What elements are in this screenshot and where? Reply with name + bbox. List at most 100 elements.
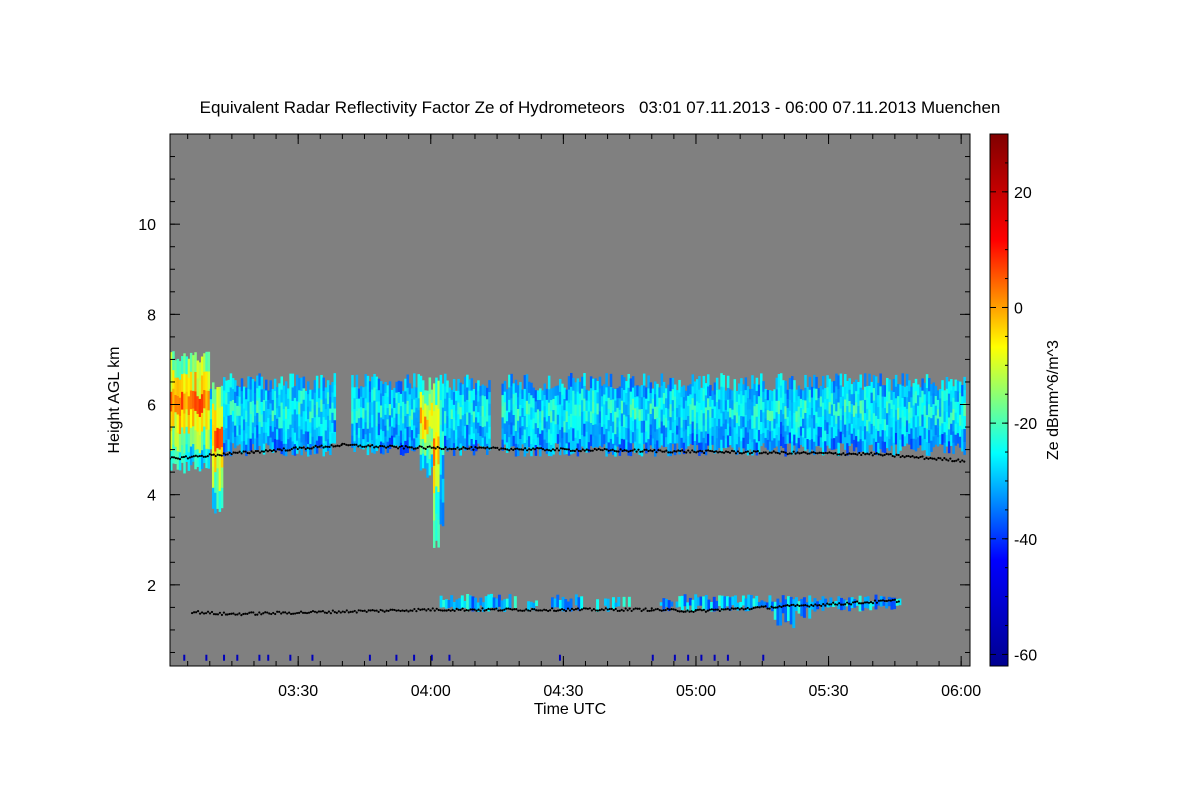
cloud-base-dot xyxy=(939,457,942,460)
cloud-cell xyxy=(519,427,522,440)
cloud-cell xyxy=(470,378,474,391)
cloud-cell xyxy=(399,393,403,407)
cloud-cell xyxy=(592,413,595,425)
cloud-base-dot xyxy=(834,451,837,455)
cloud-base-dot xyxy=(258,451,262,454)
cloud-cell xyxy=(448,417,451,429)
cloud-cell xyxy=(375,413,379,427)
cloud-cell xyxy=(477,390,480,402)
cloud-base-dot xyxy=(353,443,356,446)
cloud-cell xyxy=(521,407,524,418)
cloud-cell xyxy=(379,441,383,454)
cloud-cell xyxy=(905,396,909,409)
cloud-cell xyxy=(660,385,664,398)
cloud-cell xyxy=(406,374,409,388)
cloud-cell xyxy=(404,415,407,429)
cloud-base-dot xyxy=(750,451,753,454)
cloud-cell xyxy=(598,399,602,412)
cloud-cell xyxy=(720,439,723,454)
cloud-cell xyxy=(846,405,849,419)
cloud-cell xyxy=(353,408,356,420)
cloud-base-dot xyxy=(323,611,327,614)
cloud-base-dot xyxy=(582,607,586,610)
cloud-cell xyxy=(459,382,463,396)
cloud-cell xyxy=(530,394,533,408)
cloud-base-dot xyxy=(691,449,694,452)
cloud-cell xyxy=(636,439,639,451)
cloud-cell xyxy=(762,412,765,423)
cloud-cell xyxy=(611,410,615,422)
cloud-cell xyxy=(413,425,416,439)
cloud-cell xyxy=(740,390,743,404)
cloud-cell xyxy=(682,419,686,432)
cloud-cell xyxy=(267,435,270,446)
cloud-cell xyxy=(954,379,958,391)
cloud-cell xyxy=(298,378,301,391)
cloud-cell xyxy=(947,393,951,406)
cloud-cell xyxy=(227,391,230,404)
cloud-cell xyxy=(892,391,896,405)
cloud-base-dot xyxy=(660,609,663,612)
cloud-base-dot xyxy=(784,451,787,454)
cloud-cell xyxy=(565,421,569,433)
cloud-cell xyxy=(771,440,774,451)
cloud-cell xyxy=(930,440,933,452)
cloud-cell xyxy=(481,426,485,438)
cloud-cell xyxy=(271,420,275,432)
cloud-cell xyxy=(736,602,740,611)
cloud-cell xyxy=(682,431,686,443)
cloud-cell xyxy=(645,420,648,432)
cloud-base-dot xyxy=(347,611,350,614)
cloud-cell xyxy=(408,404,412,416)
cloud-base-dot xyxy=(208,612,212,615)
cloud-cell xyxy=(611,399,615,411)
cloud-base-dot xyxy=(498,448,501,451)
cloud-cell xyxy=(662,403,666,415)
cloud-cell xyxy=(382,442,385,455)
cloud-cell xyxy=(863,386,867,400)
cloud-cell xyxy=(925,441,929,456)
cloud-cell xyxy=(916,426,920,438)
cloud-cell xyxy=(614,400,617,412)
cloud-cell xyxy=(386,396,390,409)
cloud-cell xyxy=(523,442,527,457)
cloud-base-dot xyxy=(828,603,831,606)
cloud-cell xyxy=(585,441,588,453)
cloud-cell xyxy=(426,448,429,464)
cloud-cell xyxy=(848,389,851,402)
cloud-cell xyxy=(921,438,924,451)
cloud-cell xyxy=(737,415,741,427)
cloud-cell xyxy=(623,426,626,440)
cloud-cell xyxy=(318,407,321,418)
cloud-cell xyxy=(435,513,438,541)
cloud-cell xyxy=(395,413,398,425)
cloud-cell xyxy=(395,392,398,404)
cloud-cell xyxy=(280,402,284,416)
cloud-cell xyxy=(782,391,785,403)
cloud-cell xyxy=(185,444,188,462)
cloud-base-dot xyxy=(266,611,269,614)
cloud-cell xyxy=(777,400,781,415)
cloud-cell xyxy=(712,596,716,612)
cloud-cell xyxy=(351,399,354,412)
cloud-base-dot xyxy=(764,451,767,454)
cloud-cell xyxy=(676,390,679,400)
cloud-cell xyxy=(667,444,670,457)
cloud-cell xyxy=(178,397,182,416)
cloud-cell xyxy=(779,397,783,410)
cloud-cell xyxy=(576,404,580,418)
cloud-base-dot xyxy=(685,451,688,454)
cloud-base-dot xyxy=(300,446,303,449)
cloud-cell xyxy=(265,411,268,423)
cloud-cell xyxy=(238,396,242,407)
cloud-cell xyxy=(830,381,834,394)
cloud-cell xyxy=(813,441,816,456)
cloud-cell xyxy=(256,387,259,401)
cloud-cell xyxy=(642,373,646,386)
cloud-base-dot xyxy=(883,599,887,603)
cloud-cell xyxy=(211,445,215,467)
cloud-cell xyxy=(220,487,224,509)
cloud-cell xyxy=(455,390,458,401)
cloud-cell xyxy=(888,414,891,428)
cloud-cell xyxy=(855,424,858,437)
